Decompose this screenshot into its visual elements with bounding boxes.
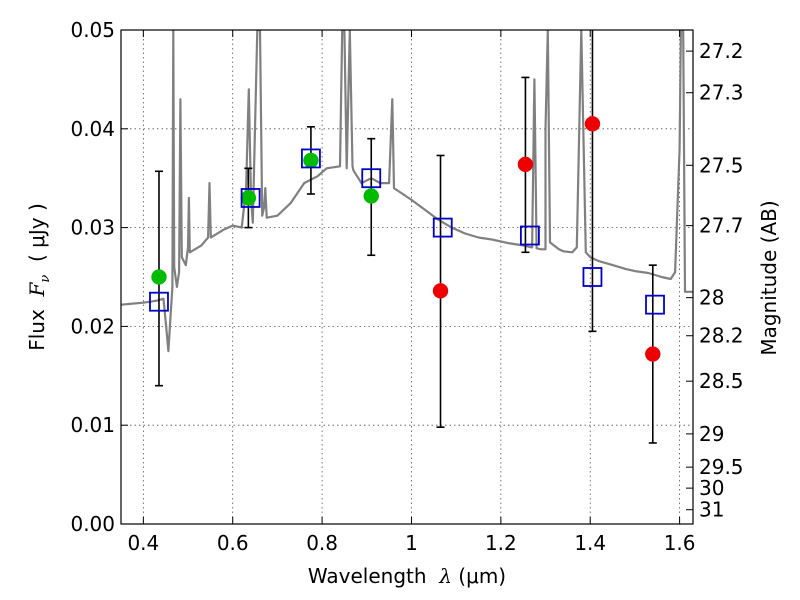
- red-flux-point: [432, 283, 449, 299]
- model-flux-square: [301, 148, 321, 169]
- magnitude-tick-label: 27.5: [699, 153, 744, 177]
- magnitude-tick-label: 28.5: [699, 369, 744, 393]
- x-tick-label: 1: [405, 531, 418, 555]
- model-flux-square: [519, 225, 540, 246]
- x-axis-ticks: 0.4 0.6 0.8 1 1.2 1.4 1.6: [127, 30, 696, 555]
- y-tick-label: 0.02: [70, 314, 115, 338]
- model-points: [149, 148, 665, 315]
- y-axis-ticks: 0.00 0.01 0.02 0.03 0.04 0.05: [70, 18, 128, 536]
- model-flux-square: [582, 267, 603, 287]
- x-axis-label: Wavelength λ (μm): [308, 564, 506, 588]
- magnitude-tick-label: 28: [699, 286, 724, 310]
- y-tick-label: 0.03: [70, 216, 115, 240]
- detection-point: [151, 269, 167, 285]
- magnitude-tick-label: 27.3: [699, 81, 744, 105]
- red-flux-point: [584, 116, 601, 132]
- sed-model-line: [121, 30, 693, 353]
- y-tick-label: 0.01: [70, 413, 115, 437]
- model-flux-square: [645, 294, 665, 315]
- magnitude-tick-label: 29.5: [699, 455, 744, 479]
- detection-point: [303, 152, 319, 169]
- plot-background: [121, 30, 693, 524]
- red-flux-point: [517, 156, 534, 173]
- detection-point: [363, 188, 379, 204]
- red-flux-point: [645, 346, 661, 362]
- model-flux-square: [240, 188, 261, 208]
- x-tick-label: 1.2: [485, 531, 517, 555]
- observed-points: [151, 116, 661, 362]
- detection-point: [240, 190, 257, 206]
- y-tick-label: 0.05: [70, 18, 115, 42]
- model-flux-square: [432, 217, 453, 238]
- magnitude-tick-label: 31: [699, 498, 724, 522]
- model-flux-square: [149, 291, 169, 312]
- magnitude-tick-label: 30: [699, 476, 724, 500]
- x-tick-label: 0.4: [127, 531, 159, 555]
- plot-frame: [120, 29, 694, 525]
- y-tick-label: 0.00: [70, 512, 115, 536]
- magnitude-tick-label: 28.2: [699, 324, 744, 348]
- sed-model-layer: [121, 30, 693, 353]
- x-tick-label: 0.8: [306, 531, 338, 555]
- magnitude-tick-label: 27.7: [699, 214, 744, 238]
- model-flux-square: [361, 168, 382, 189]
- x-tick-label: 1.6: [664, 531, 696, 555]
- y-axis-label: Flux Fν ( μJy ): [25, 203, 53, 351]
- magnitude-axis-label: Magnitude (AB): [757, 200, 781, 355]
- magnitude-tick-label: 27.2: [699, 39, 744, 63]
- x-tick-label: 0.6: [217, 531, 249, 555]
- y-tick-label: 0.04: [70, 117, 115, 141]
- x-tick-label: 1.4: [574, 531, 606, 555]
- magnitude-tick-label: 29: [699, 422, 724, 446]
